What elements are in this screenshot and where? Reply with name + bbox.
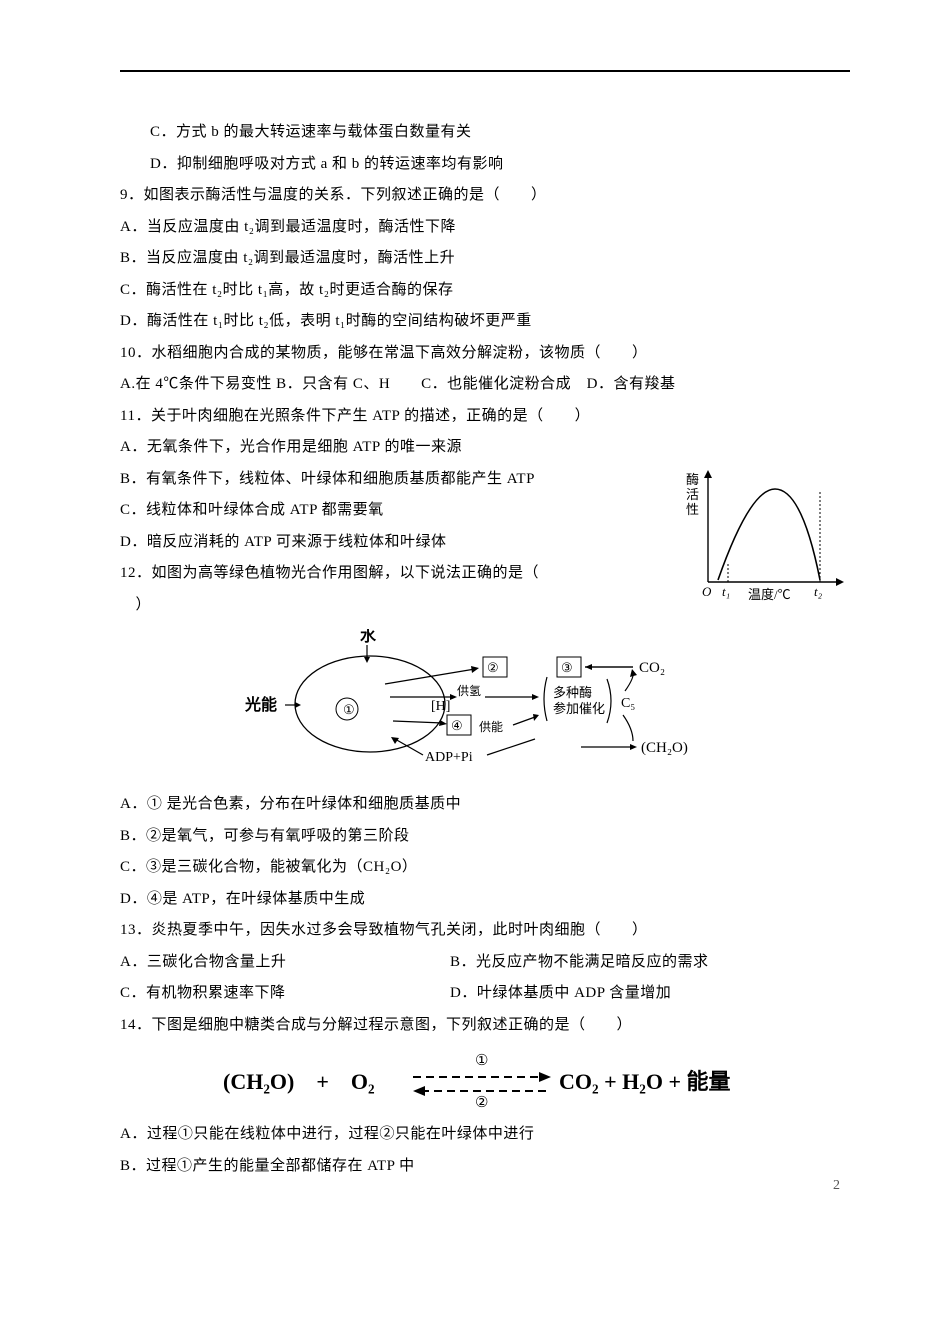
svg-text:水: 水 [360,629,377,645]
q8-option-c: C．方式 b 的最大转运速率与载体蛋白数量有关 [120,117,850,149]
svg-text:[H]: [H] [431,699,450,714]
svg-text:④: ④ [451,718,463,733]
graph-t2: t₂ [814,584,823,599]
q8-option-d: D．抑制细胞呼吸对方式 a 和 b 的转运速率均有影响 [120,149,850,181]
q13-stem: 13．炎热夏季中午，因失水过多会导致植物气孔关闭，此时叶肉细胞（ ） [120,915,850,947]
svg-text:多种酶: 多种酶 [553,685,592,700]
q13-option-a: A．三碳化合物含量上升 [120,947,450,979]
q9-option-d: D．酶活性在 t₁时比 t₂低，表明 t₁时酶的空间结构破坏更严重 [120,306,850,338]
q13-option-d: D．叶绿体基质中 ADP 含量增加 [450,978,671,1010]
q10-stem: 10．水稻细胞内合成的某物质，能够在常温下高效分解淀粉，该物质（ ） [120,338,850,370]
svg-text:ADP+Pi: ADP+Pi [425,750,473,765]
svg-text:②: ② [475,1095,488,1109]
svg-text:供能: 供能 [479,720,503,734]
q9-option-c: C．酶活性在 t₂时比 t₁高，故 t₂时更适合酶的保存 [120,275,850,307]
q11-option-a: A．无氧条件下，光合作用是细胞 ATP 的唯一来源 [120,432,850,464]
q14-option-b: B．过程①产生的能量全部都储存在 ATP 中 [120,1151,850,1183]
q12-option-d: D．④是 ATP，在叶绿体基质中生成 [120,884,850,916]
graph-origin: O [702,584,712,599]
top-rule [120,70,850,72]
svg-text:CO₂ + H₂O + 能量: CO₂ + H₂O + 能量 [559,1069,731,1094]
svg-text:供氢: 供氢 [457,683,481,698]
svg-text:(CH₂O): (CH₂O) [641,740,688,756]
q13-option-b: B．光反应产物不能满足暗反应的需求 [450,947,709,979]
q12-option-c: C．③是三碳化合物，能被氧化为（CH₂O） [120,852,850,884]
graph-xlabel: 温度/℃ [748,587,791,602]
q10-options: A.在 4℃条件下易变性 B．只含有 C、H C．也能催化淀粉合成 D．含有羧基 [120,369,850,401]
q9-option-a: A．当反应温度由 t₂调到最适温度时，酶活性下降 [120,212,850,244]
document-page: C．方式 b 的最大转运速率与载体蛋白数量有关 D．抑制细胞呼吸对方式 a 和 … [0,0,950,1222]
svg-text:②: ② [487,660,499,675]
q14-option-a: A．过程①只能在线粒体中进行，过程②只能在叶绿体中进行 [120,1119,850,1151]
svg-text:C₅: C₅ [621,696,635,711]
photosynthesis-diagram: 水 光能 ① ② [H] 供氢 ④ 供能 [120,629,850,779]
q13-row2: C．有机物积累速率下降 D．叶绿体基质中 ADP 含量增加 [120,978,850,1010]
page-number: 2 [833,1178,840,1194]
q9-stem: 9．如图表示酶活性与温度的关系．下列叙述正确的是（ ） [120,180,850,212]
q12-option-a: A．① 是光合色素，分布在叶绿体和细胞质基质中 [120,789,850,821]
q14-stem: 14．下图是细胞中糖类合成与分解过程示意图，下列叙述正确的是（ ） [120,1010,850,1042]
q11-stem: 11．关于叶肉细胞在光照条件下产生 ATP 的描述，正确的是（ ） [120,401,850,433]
svg-text:光能: 光能 [244,695,277,714]
graph-t1: t₁ [722,584,730,599]
svg-text:③: ③ [561,660,573,675]
q13-row1: A．三碳化合物含量上升 B．光反应产物不能满足暗反应的需求 [120,947,850,979]
svg-text:(CH₂O) + O₂: (CH₂O) + O₂ [223,1069,375,1094]
svg-text:①: ① [343,702,355,717]
graph-ylabel-2: 活 [686,487,699,502]
q12-option-b: B．②是氧气，可参与有氧呼吸的第三阶段 [120,821,850,853]
q9-option-b: B．当反应温度由 t₂调到最适温度时，酶活性上升 [120,243,850,275]
q13-option-c: C．有机物积累速率下降 [120,978,450,1010]
svg-text:①: ① [475,1053,488,1069]
graph-ylabel-3: 性 [686,502,699,517]
enzyme-temperature-graph: 酶 活 性 O t₁ t₂ 温度/℃ [680,464,850,609]
svg-text:参加催化: 参加催化 [553,701,605,716]
svg-text:CO₂: CO₂ [639,660,665,676]
sugar-reaction-diagram: (CH₂O) + O₂ ① ② CO₂ + H₂O + 能量 [120,1049,850,1109]
graph-ylabel-1: 酶 [686,472,699,487]
